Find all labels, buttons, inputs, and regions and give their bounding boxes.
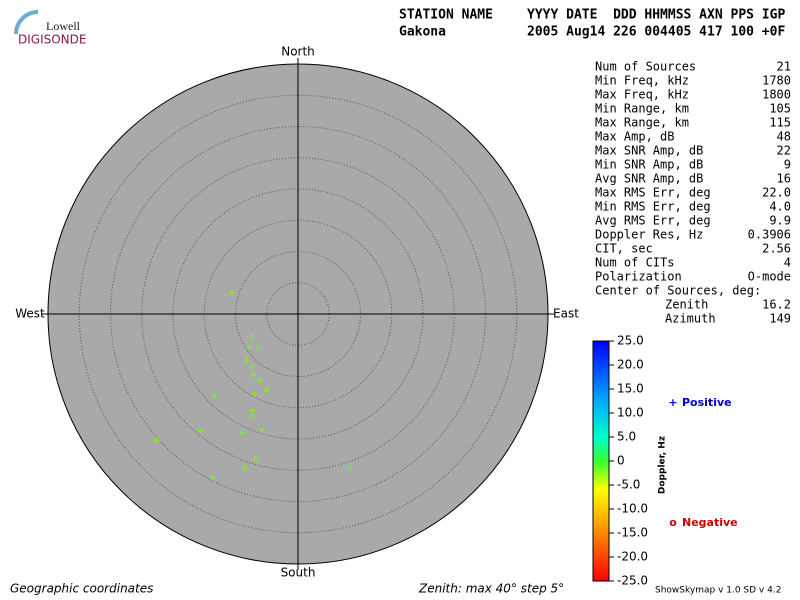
stat-label: Max Freq, kHz [595,88,689,102]
source-point [228,289,235,296]
stat-value: 2.56 [762,242,791,256]
stat-label: Avg SNR Amp, dB [595,172,703,186]
source-point [211,392,218,399]
colorbar-tick-label: -10.0 [617,502,648,516]
legend-symbol: + [668,396,677,409]
source-point [243,357,250,364]
colorbar-tick-label: 15.0 [617,382,644,396]
stat-label: Num of CITs [595,256,674,270]
stat-label: Doppler Res, Hz [595,228,703,242]
stat-value: 4.0 [769,200,791,214]
direction-label: South [281,566,316,580]
direction-label: North [281,45,315,59]
stat-value: 9 [784,158,791,172]
stat-label: Center of Sources, deg: [595,284,761,298]
source-point [238,429,245,436]
source-point [241,464,248,471]
stat-label: Avg RMS Err, deg [595,214,711,228]
stat-value: 4 [784,256,791,270]
stat-label: Max Amp, dB [595,130,674,144]
stat-value: 9.9 [769,214,791,228]
stat-label: Polarization [595,270,682,284]
stat-value: O-mode [748,270,791,284]
stat-label: Min Freq, kHz [595,74,689,88]
stat-value: 16 [777,172,791,186]
colorbar-tick-label: 10.0 [617,406,644,420]
stat-value: 16.2 [762,298,791,312]
direction-label: East [553,307,579,321]
stat-value: 21 [777,60,791,74]
stat-value: 105 [769,102,791,116]
source-point [263,387,270,394]
source-point [256,377,263,384]
source-point [346,464,353,471]
stat-value: 1780 [762,74,791,88]
source-point [248,364,255,371]
direction-label: West [15,307,45,321]
stat-value: 22 [777,144,791,158]
legend-label: Positive [682,396,732,409]
stat-label: Min RMS Err, deg [595,200,711,214]
colorbar-tick-label: 0 [617,454,625,468]
colorbar-tick-label: -25.0 [617,574,648,588]
colorbar-tick-label: 5.0 [617,430,636,444]
header-fields: YYYY DATE DDD HHMMSS AXN PPS IGP [527,8,785,23]
stat-label: Max RMS Err, deg [595,186,711,200]
footer-left: Geographic coordinates [10,582,153,596]
source-point [246,344,253,351]
source-point [249,413,255,419]
source-point [153,437,160,444]
stat-value: 48 [777,130,791,144]
colorbar-tick-label: 20.0 [617,358,644,372]
stat-label: Min SNR Amp, dB [595,158,703,172]
header-station: Gakona [399,25,446,40]
colorbar-label: Doppler, Hz [658,436,668,494]
source-point [251,391,258,397]
footer-right: ShowSkymap v 1.0 SD v 4.2 [655,586,781,596]
logo-top: Lowell [46,19,81,33]
stat-value: 115 [769,116,791,130]
stat-label: Zenith [665,298,708,312]
stat-label: Min Range, km [595,102,689,116]
colorbar-tick-label: -5.0 [617,478,640,492]
source-point [258,427,265,434]
source-point [249,334,255,340]
source-point [198,427,205,434]
colorbar-tick-label: -15.0 [617,526,648,540]
stat-value: 149 [769,312,791,326]
source-point [255,344,261,351]
stat-label: Max SNR Amp, dB [595,144,703,158]
legend-label: Negative [682,516,738,529]
stat-label: CIT, sec [595,242,653,256]
stat-label: Azimuth [665,312,716,326]
stat-value: 0.3906 [748,228,791,242]
footer-middle: Zenith: max 40° step 5° [418,582,564,596]
colorbar-tick-label: 25.0 [617,334,644,348]
header-labels: STATION NAME [399,8,493,23]
stat-label: Num of Sources [595,60,696,74]
colorbar [592,340,610,582]
stat-label: Max Range, km [595,116,689,130]
source-point [210,474,216,481]
logo-arc [14,10,39,35]
source-point [250,407,256,414]
legend-symbol: o [669,516,677,529]
header-values: 2005 Aug14 226 004405 417 100 +0F [527,25,785,40]
stat-value: 1800 [762,88,791,102]
source-point [250,372,256,379]
logo-bottom: DIGISONDE [18,33,86,47]
source-point [253,456,259,462]
stat-value: 22.0 [762,186,791,200]
colorbar-tick-label: -20.0 [617,550,648,564]
